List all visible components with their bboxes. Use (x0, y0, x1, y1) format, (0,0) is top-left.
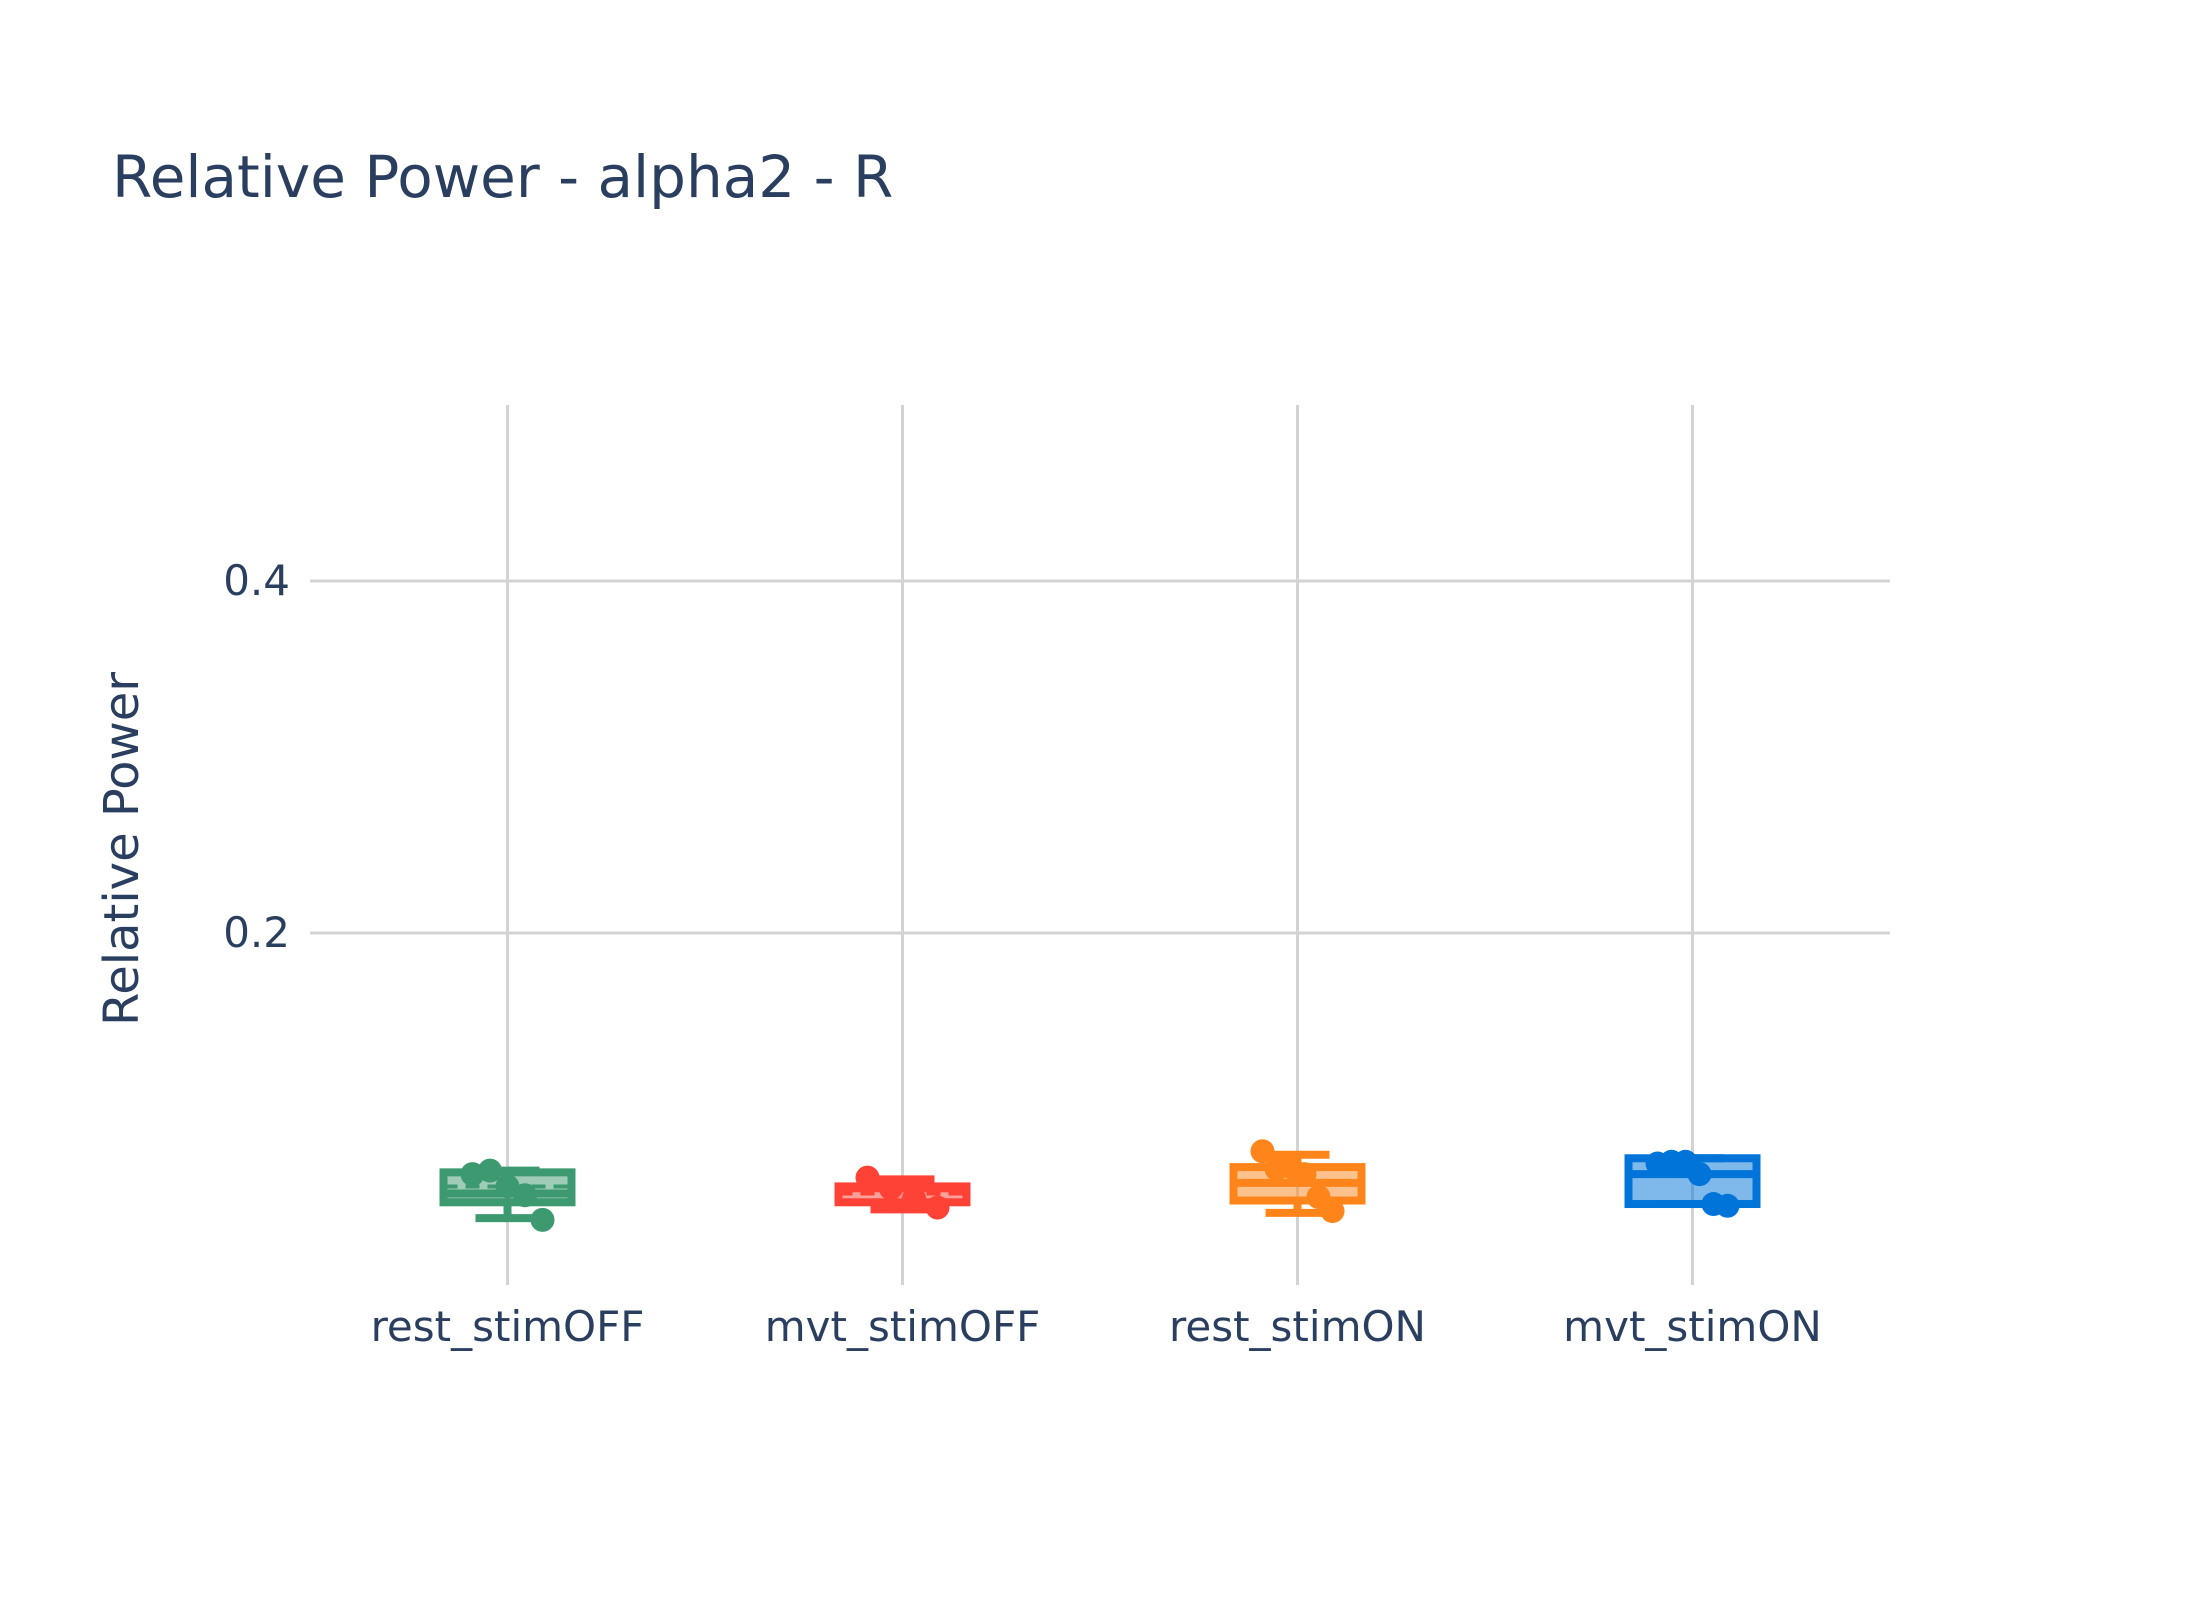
data-point (513, 1183, 537, 1208)
y-tick-label: 0.4 (223, 556, 290, 605)
data-point (1715, 1193, 1740, 1218)
y-tick-label: 0.2 (223, 908, 290, 957)
x-tick-labels: rest_stimOFF mvt_stimOFF rest_stimON mvt_st… (371, 1302, 1822, 1351)
data-point (1687, 1162, 1712, 1187)
y-gridlines (310, 579, 1890, 935)
x-gridlines (506, 405, 1694, 1285)
x-tick-label: mvt_stimOFF (765, 1302, 1041, 1351)
box-trace-rest_stimON (1229, 1139, 1366, 1224)
x-tick-label: rest_stimON (1169, 1302, 1426, 1351)
data-point (925, 1195, 950, 1220)
data-point (1250, 1139, 1275, 1164)
x-tick-label: mvt_stimON (1563, 1302, 1822, 1351)
chart-title: Relative Power - alpha2 - R (112, 143, 893, 211)
box-trace-mvt_stimOFF (834, 1165, 971, 1220)
data-point (1292, 1162, 1317, 1187)
box-traces (439, 1139, 1761, 1232)
x-tick-label: rest_stimOFF (371, 1302, 645, 1351)
box-trace-rest_stimOFF (439, 1158, 576, 1232)
data-point (855, 1165, 880, 1190)
data-point (530, 1207, 555, 1232)
y-tick-labels: 0.2 0.4 (223, 556, 290, 957)
box-trace-mvt_stimON (1624, 1149, 1761, 1218)
data-point (1320, 1199, 1345, 1224)
data-point (478, 1158, 502, 1183)
data-point (878, 1176, 903, 1201)
y-axis-title: Relative Power (94, 672, 150, 1026)
data-point (902, 1186, 927, 1211)
